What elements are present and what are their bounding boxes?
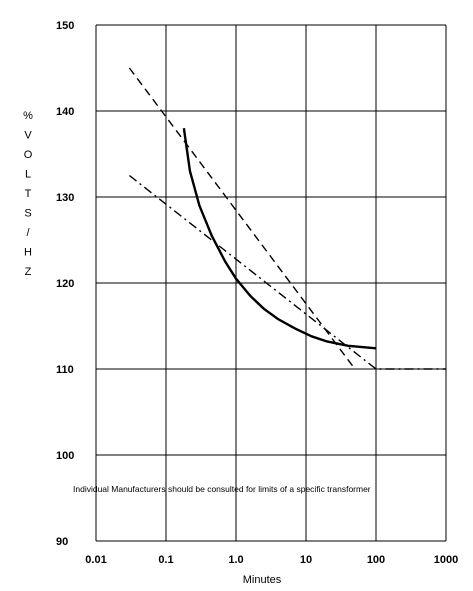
data-series [128,67,446,370]
y-axis-label-char: T [25,188,32,200]
y-tick-label: 100 [56,450,74,462]
x-tick-label: 0.01 [85,554,106,566]
y-axis-label-char: / [26,227,30,239]
grid-lines [95,24,447,542]
y-axis-label-char: L [25,169,31,181]
y-axis-label-char: S [24,208,31,220]
y-axis-label-char: % [23,110,33,122]
series-line-dashdot [128,174,446,370]
y-axis-label-char: V [24,130,32,142]
annotation-note: Individual Manufacturers should be consu… [73,484,371,494]
x-tick-label: 1.0 [228,554,243,566]
y-tick-label: 140 [56,106,74,118]
y-axis-label-char: H [24,247,32,259]
series-line-solid [182,128,377,350]
y-axis-label-char: O [24,149,33,161]
y-tick-labels: 90 100 110 120 130 140 150 [56,20,74,548]
x-tick-label: 100 [367,554,385,566]
x-tick-label: 10 [300,554,312,566]
y-tick-label: 150 [56,20,74,32]
x-tick-labels: 0.01 0.1 1.0 10 100 1000 [85,554,458,566]
y-axis-label-char: Z [25,266,32,278]
y-tick-label: 120 [56,278,74,290]
x-axis-label: Minutes [243,574,282,586]
y-tick-label: 110 [56,364,74,376]
x-tick-label: 0.1 [158,554,173,566]
x-tick-label: 1000 [434,554,458,566]
series-line-dashed [128,67,356,370]
y-tick-label: 90 [56,536,68,548]
y-tick-label: 130 [56,192,74,204]
